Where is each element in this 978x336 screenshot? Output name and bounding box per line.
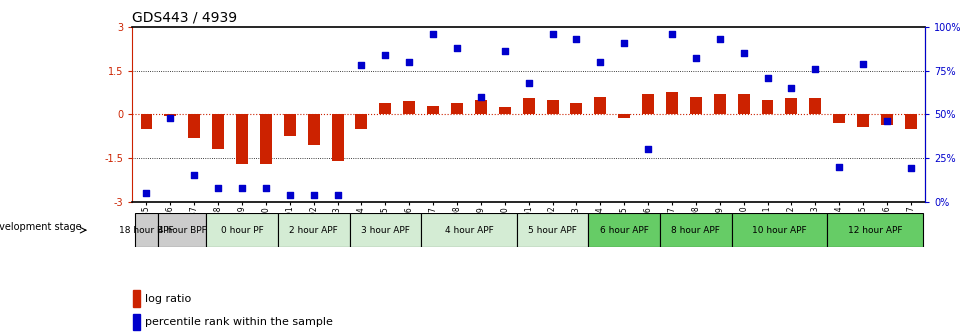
Point <box>210 185 226 190</box>
Point <box>258 185 274 190</box>
Bar <box>158 213 206 247</box>
Bar <box>307 114 320 145</box>
Bar <box>260 114 272 164</box>
Bar <box>403 101 415 114</box>
Point <box>855 61 870 66</box>
Point <box>472 94 488 99</box>
Bar <box>379 102 391 114</box>
Text: 8 hour APF: 8 hour APF <box>671 226 720 235</box>
Text: 6 hour APF: 6 hour APF <box>600 226 648 235</box>
Bar <box>546 100 557 114</box>
Bar <box>594 97 605 114</box>
Point <box>353 62 369 68</box>
Bar <box>665 92 677 114</box>
Bar <box>499 107 511 114</box>
Bar <box>134 213 158 247</box>
Bar <box>164 114 176 116</box>
Point <box>807 66 822 72</box>
Bar <box>133 290 140 307</box>
Bar <box>284 114 295 136</box>
Bar <box>731 213 826 247</box>
Text: 2 hour APF: 2 hour APF <box>289 226 337 235</box>
Bar <box>570 102 582 114</box>
Bar <box>451 102 463 114</box>
Text: development stage: development stage <box>0 222 82 232</box>
Point <box>759 75 775 80</box>
Bar <box>689 97 701 114</box>
Point <box>162 115 178 120</box>
Point <box>497 49 512 54</box>
Bar <box>206 213 278 247</box>
Bar <box>761 100 773 114</box>
Point <box>640 146 655 152</box>
Bar <box>642 94 653 114</box>
Point <box>330 192 345 197</box>
Point <box>735 50 751 56</box>
Point <box>878 119 894 124</box>
Point <box>544 31 559 37</box>
Bar <box>713 94 725 114</box>
Bar <box>809 98 821 114</box>
Bar <box>332 114 343 161</box>
Bar <box>516 213 588 247</box>
Bar <box>474 100 486 114</box>
Bar <box>421 213 516 247</box>
Text: 10 hour APF: 10 hour APF <box>751 226 806 235</box>
Text: 0 hour PF: 0 hour PF <box>220 226 263 235</box>
Point <box>616 40 632 45</box>
Point <box>902 166 917 171</box>
Text: log ratio: log ratio <box>145 294 192 304</box>
Bar <box>826 213 922 247</box>
Point <box>378 52 393 57</box>
Point <box>830 164 846 169</box>
Point <box>305 192 321 197</box>
Bar <box>188 114 200 137</box>
Bar <box>212 114 224 149</box>
Point <box>401 59 417 65</box>
Bar <box>349 213 421 247</box>
Point <box>711 36 727 42</box>
Bar <box>278 213 349 247</box>
Bar <box>355 114 367 129</box>
Bar <box>133 314 140 330</box>
Bar <box>236 114 247 164</box>
Text: 12 hour APF: 12 hour APF <box>847 226 902 235</box>
Text: 3 hour APF: 3 hour APF <box>361 226 410 235</box>
Point <box>782 85 798 91</box>
Bar <box>617 114 630 118</box>
Bar <box>426 106 439 114</box>
Text: 4 hour BPF: 4 hour BPF <box>157 226 206 235</box>
Point <box>282 192 297 197</box>
Bar <box>784 98 796 114</box>
Point <box>568 36 584 42</box>
Point <box>139 190 155 196</box>
Bar <box>588 213 659 247</box>
Point <box>688 56 703 61</box>
Point <box>424 31 440 37</box>
Bar <box>880 114 892 125</box>
Text: 18 hour BPF: 18 hour BPF <box>119 226 174 235</box>
Bar <box>522 98 534 114</box>
Text: 5 hour APF: 5 hour APF <box>527 226 576 235</box>
Bar <box>904 114 915 129</box>
Point <box>663 31 679 37</box>
Point <box>449 45 465 50</box>
Bar <box>659 213 731 247</box>
Point <box>592 59 607 65</box>
Text: GDS443 / 4939: GDS443 / 4939 <box>132 10 237 24</box>
Bar <box>736 94 749 114</box>
Point <box>520 80 536 85</box>
Point <box>186 173 201 178</box>
Bar <box>832 114 844 123</box>
Bar <box>141 114 153 129</box>
Point <box>234 185 249 190</box>
Text: percentile rank within the sample: percentile rank within the sample <box>145 317 333 327</box>
Bar <box>856 114 868 127</box>
Text: 4 hour APF: 4 hour APF <box>444 226 493 235</box>
